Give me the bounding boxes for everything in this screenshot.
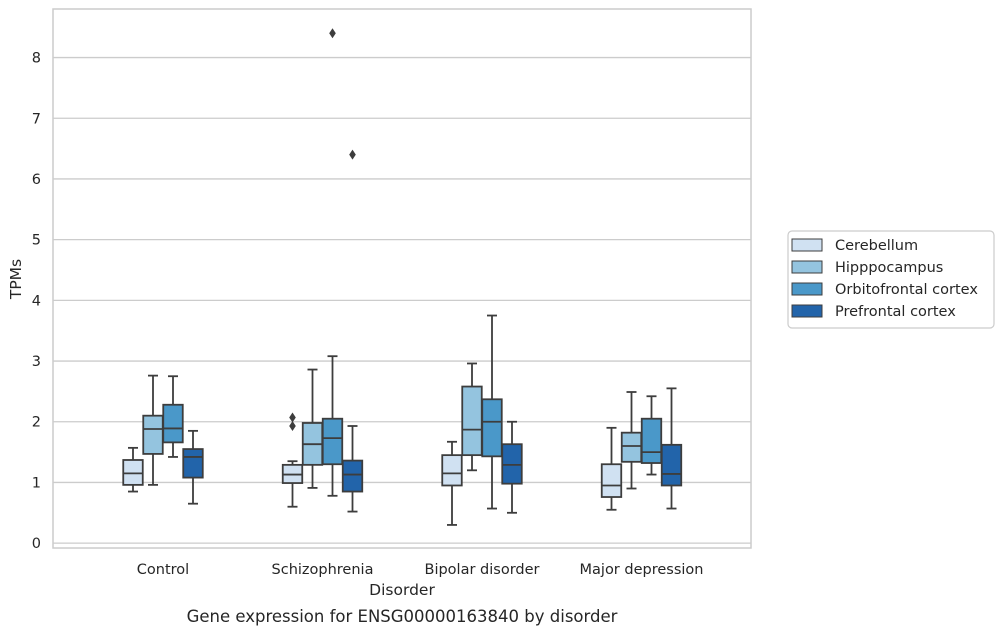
box-iqr <box>162 403 184 444</box>
y-tick-label: 3 <box>32 354 41 370</box>
box-prefrontal-cortex <box>341 149 364 513</box>
box-orbitofrontal-cortex <box>321 28 344 497</box>
legend-swatch <box>791 304 823 318</box>
outlier-point <box>329 28 336 39</box>
x-tick-labels: Control Schizophrenia Bipolar disorder Majo… <box>137 562 704 578</box>
y-tick-label: 2 <box>32 415 41 431</box>
legend-swatch <box>791 282 823 296</box>
box-hipppocampus <box>301 368 324 489</box>
legend-label: Prefrontal cortex <box>835 304 956 320</box>
x-tick-label: Major depression <box>580 562 704 578</box>
gridlines <box>53 56 751 544</box>
box-hipppocampus <box>142 374 164 486</box>
box-orbitofrontal-cortex <box>481 314 503 510</box>
legend-frame <box>787 230 995 329</box>
outlier-point <box>289 412 296 423</box>
box-iqr <box>640 417 663 464</box>
box-iqr <box>122 459 144 486</box>
y-tick-label: 1 <box>32 475 41 491</box>
box-cerebellum <box>600 426 623 511</box>
box-cerebellum <box>122 446 144 493</box>
legend: Cerebellum Hipppocampus Orbitofrontal cort… <box>787 230 995 329</box>
box-prefrontal-cortex <box>660 387 683 510</box>
box-cerebellum <box>281 412 304 508</box>
x-tick-label: Bipolar disorder <box>425 562 540 578</box>
y-axis-label: TPMs <box>7 259 25 300</box>
y-tick-label: 6 <box>32 172 41 188</box>
legend-label: Orbitofrontal cortex <box>835 282 978 298</box>
y-tick-label: 8 <box>32 51 41 67</box>
box-prefrontal-cortex <box>182 429 204 505</box>
boxes <box>122 28 683 526</box>
x-tick-label: Control <box>137 562 189 578</box>
box-orbitofrontal-cortex <box>640 395 663 476</box>
box-iqr <box>461 385 483 457</box>
box-prefrontal-cortex <box>501 420 523 514</box>
y-tick-label: 4 <box>32 293 41 309</box>
legend-label: Cerebellum <box>835 238 918 254</box>
outlier-point <box>349 149 356 160</box>
x-axis-label: Disorder <box>369 581 435 599</box>
box-hipppocampus <box>461 362 483 472</box>
box-iqr <box>441 454 463 487</box>
chart-caption: Gene expression for ENSG00000163840 by d… <box>187 607 618 626</box>
box-iqr <box>501 443 523 485</box>
box-iqr <box>142 414 164 455</box>
y-tick-label: 0 <box>32 536 41 552</box>
box-orbitofrontal-cortex <box>162 375 184 458</box>
legend-swatch <box>791 238 823 252</box>
box-iqr <box>660 443 683 487</box>
x-tick-label: Schizophrenia <box>272 562 374 578</box>
box-iqr <box>481 398 503 458</box>
plot-frame <box>52 8 752 549</box>
box-hipppocampus <box>620 391 643 490</box>
y-tick-label: 5 <box>32 233 41 249</box>
legend-swatch <box>791 260 823 274</box>
box-iqr <box>620 431 643 463</box>
legend-label: Hipppocampus <box>835 260 943 276</box>
y-tick-labels: 0 1 2 3 4 5 6 7 8 <box>32 51 41 553</box>
y-tick-label: 7 <box>32 111 41 127</box>
box-iqr <box>600 463 623 498</box>
box-iqr <box>182 448 204 479</box>
box-iqr <box>341 459 364 493</box>
box-iqr <box>321 417 344 466</box>
outlier-point <box>289 420 296 431</box>
box-cerebellum <box>441 440 463 526</box>
